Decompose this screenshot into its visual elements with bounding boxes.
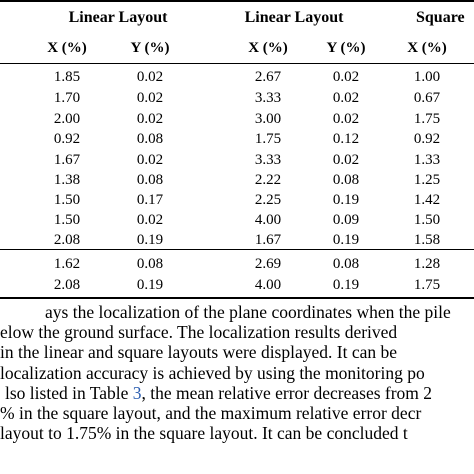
table-cell: 0.02 (332, 152, 360, 168)
table-cell: 1.67 (53, 152, 81, 168)
table-cell: 1.50 (53, 212, 81, 228)
table-cell: 1.75 (413, 277, 441, 293)
table-cell: 1.58 (413, 232, 441, 248)
table-cell: 3.00 (254, 111, 282, 127)
table-cell: 0.02 (136, 212, 164, 228)
body-paragraph: ays the localization of the plane coordi… (0, 302, 474, 443)
paragraph-line: elow the ground surface. The localizatio… (0, 322, 398, 343)
table-cell: 0.08 (136, 256, 164, 272)
column-header: X (%) (47, 40, 87, 56)
group-header-linear-1: Linear Layout (68, 9, 168, 26)
table-cell: 1.70 (53, 90, 81, 106)
paragraph-line: % in the square layout, and the maximum … (0, 402, 422, 423)
column-header: Y (%) (130, 40, 170, 56)
table-cell: 0.08 (136, 131, 164, 147)
table-cell: 1.38 (53, 172, 81, 188)
table-cell: 0.92 (413, 131, 441, 147)
table-cell: 2.67 (254, 69, 282, 85)
paragraph-line: localization accuracy is achieved by usi… (0, 362, 425, 383)
table-cell: 1.25 (413, 172, 441, 188)
table-cell: 3.33 (254, 90, 282, 106)
table-cell: 0.92 (53, 131, 81, 147)
table-cell: 1.00 (413, 69, 441, 85)
table-cell: 0.02 (332, 69, 360, 85)
table-cell: 1.75 (413, 111, 441, 127)
table-cell: 3.33 (254, 152, 282, 168)
table-cell: 0.02 (332, 111, 360, 127)
table-cell: 0.08 (332, 172, 360, 188)
table-cell: 2.00 (53, 111, 81, 127)
paragraph-line: in the linear and square layouts were di… (0, 342, 398, 363)
table-cell: 0.19 (136, 232, 164, 248)
group-header-square: Square (416, 9, 465, 26)
table-cell: 1.75 (254, 131, 282, 147)
paragraph-line: lso listed in Table 3, the mean relative… (5, 382, 433, 403)
table-cell: 2.08 (53, 232, 81, 248)
table-summary-rule (0, 249, 474, 250)
table-cell: 1.50 (413, 212, 441, 228)
table-cell: 0.02 (332, 90, 360, 106)
group-header-linear-2: Linear Layout (244, 9, 344, 26)
table-cell: 1.42 (413, 192, 441, 208)
table-cell: 2.08 (53, 277, 81, 293)
table-cell: 1.50 (53, 192, 81, 208)
table-cell: 0.12 (332, 131, 360, 147)
table-header-rule (0, 63, 474, 64)
table-reference-link[interactable]: 3 (132, 382, 142, 403)
table-cell: 0.67 (413, 90, 441, 106)
table-cell: 0.08 (332, 256, 360, 272)
table-cell: 0.19 (136, 277, 164, 293)
table-cell: 0.19 (332, 232, 360, 248)
table-cell: 2.69 (254, 256, 282, 272)
table-cell: 1.85 (53, 69, 81, 85)
table-cell: 0.02 (136, 152, 164, 168)
table-cell: 1.67 (254, 232, 282, 248)
table-cell: 0.08 (136, 172, 164, 188)
table-cell: 0.19 (332, 192, 360, 208)
table-cell: 4.00 (254, 212, 282, 228)
table-cell: 1.28 (413, 256, 441, 272)
table-cell: 0.02 (136, 90, 164, 106)
table-top-rule (0, 0, 474, 2)
table-bottom-rule (0, 297, 474, 299)
table-cell: 1.62 (53, 256, 81, 272)
table-cell: 2.25 (254, 192, 282, 208)
table-cell: 0.02 (136, 69, 164, 85)
paragraph-line: layout to 1.75% in the square layout. It… (0, 423, 408, 444)
table-cell: 0.19 (332, 277, 360, 293)
column-header: Y (%) (326, 40, 366, 56)
table-cell: 4.00 (254, 277, 282, 293)
column-header: X (%) (248, 40, 288, 56)
table-cell: 0.02 (136, 111, 164, 127)
table-cell: 0.17 (136, 192, 164, 208)
paragraph-line: ays the localization of the plane coordi… (45, 302, 451, 322)
column-header: X (%) (407, 40, 447, 56)
table-cell: 1.33 (413, 152, 441, 168)
table-cell: 2.22 (254, 172, 282, 188)
table-cell: 0.09 (332, 212, 360, 228)
